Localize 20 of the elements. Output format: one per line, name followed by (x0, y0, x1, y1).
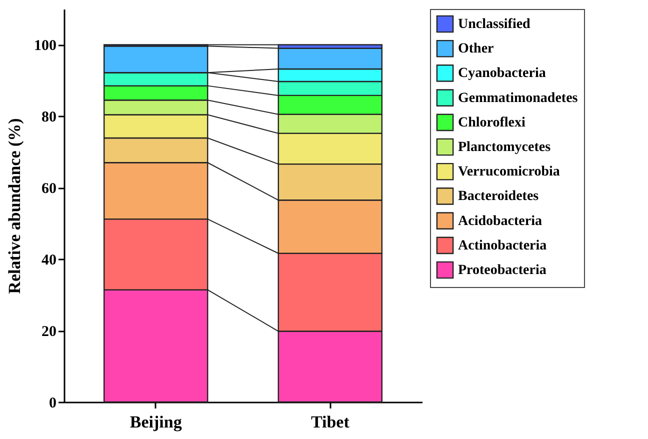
y-tick-label: 40 (42, 252, 56, 269)
y-axis-title: Relative abundance (%) (5, 118, 24, 294)
legend-label: Gemmatimonadetes (458, 90, 578, 106)
legend-label: Cyanobacteria (458, 66, 546, 82)
legend-label: Proteobacteria (458, 263, 546, 278)
legend-label: Acidobacteria (458, 214, 542, 229)
legend-label: Planctomycetes (458, 140, 552, 155)
x-tick-label: Beijing (130, 412, 182, 432)
y-tick-label: 100 (34, 38, 56, 54)
y-tick-label: 80 (42, 110, 56, 126)
legend-label: Chloroflexi (458, 115, 526, 130)
x-tick-label: Tibet (310, 412, 350, 432)
legend-label: Actinobacteria (458, 238, 547, 254)
legend-label: Verrucomicrobia (458, 164, 560, 180)
y-tick-label: 20 (42, 324, 56, 340)
y-tick-label: 0 (49, 396, 56, 412)
legend-label: Bacteroidetes (458, 189, 540, 204)
y-tick-label: 60 (42, 181, 56, 198)
legend-label: Unclassified (458, 17, 531, 32)
legend-label: Other (458, 42, 494, 57)
